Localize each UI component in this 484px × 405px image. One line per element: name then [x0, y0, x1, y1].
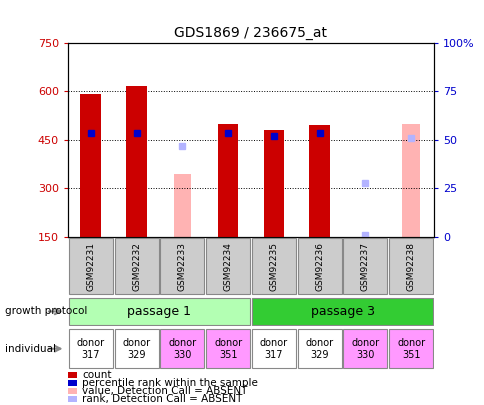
Bar [160, 329, 204, 369]
Bar [114, 238, 158, 294]
Text: GSM92231: GSM92231 [86, 242, 95, 291]
Bar [69, 298, 250, 324]
Text: GSM92233: GSM92233 [178, 242, 186, 291]
Bar [402, 124, 419, 237]
Text: donor
317: donor 317 [259, 338, 287, 360]
Text: donor
351: donor 351 [396, 338, 424, 360]
Bar [389, 329, 432, 369]
Text: count: count [82, 370, 112, 379]
Bar [114, 329, 158, 369]
Bar [206, 238, 250, 294]
Text: growth protocol: growth protocol [5, 307, 87, 316]
Bar [343, 238, 387, 294]
Bar [251, 238, 295, 294]
Bar [173, 174, 191, 237]
Text: GSM92237: GSM92237 [360, 242, 369, 291]
Bar [217, 124, 238, 237]
Text: donor
329: donor 329 [305, 338, 333, 360]
Bar [126, 86, 147, 237]
Text: passage 3: passage 3 [310, 305, 374, 318]
Bar [251, 298, 432, 324]
Bar [69, 329, 112, 369]
Text: rank, Detection Call = ABSENT: rank, Detection Call = ABSENT [82, 394, 242, 404]
Text: percentile rank within the sample: percentile rank within the sample [82, 378, 258, 388]
Bar [160, 238, 204, 294]
Title: GDS1869 / 236675_at: GDS1869 / 236675_at [174, 26, 327, 40]
Bar [263, 130, 284, 237]
Text: donor
329: donor 329 [122, 338, 151, 360]
Text: individual: individual [5, 344, 56, 354]
Text: donor
351: donor 351 [213, 338, 242, 360]
Bar [251, 329, 295, 369]
Bar [80, 94, 101, 237]
Bar [206, 329, 250, 369]
Bar [297, 238, 341, 294]
Bar [69, 238, 112, 294]
Text: donor
330: donor 330 [168, 338, 196, 360]
Text: donor
330: donor 330 [350, 338, 378, 360]
Text: GSM92235: GSM92235 [269, 242, 278, 291]
Text: value, Detection Call = ABSENT: value, Detection Call = ABSENT [82, 386, 247, 396]
Bar [389, 238, 432, 294]
Text: donor
317: donor 317 [76, 338, 105, 360]
Bar [343, 329, 387, 369]
Text: GSM92232: GSM92232 [132, 242, 141, 291]
Text: GSM92238: GSM92238 [406, 242, 415, 291]
Bar [309, 125, 329, 237]
Text: GSM92234: GSM92234 [223, 242, 232, 291]
Text: GSM92236: GSM92236 [315, 242, 323, 291]
Text: passage 1: passage 1 [127, 305, 191, 318]
Bar [297, 329, 341, 369]
